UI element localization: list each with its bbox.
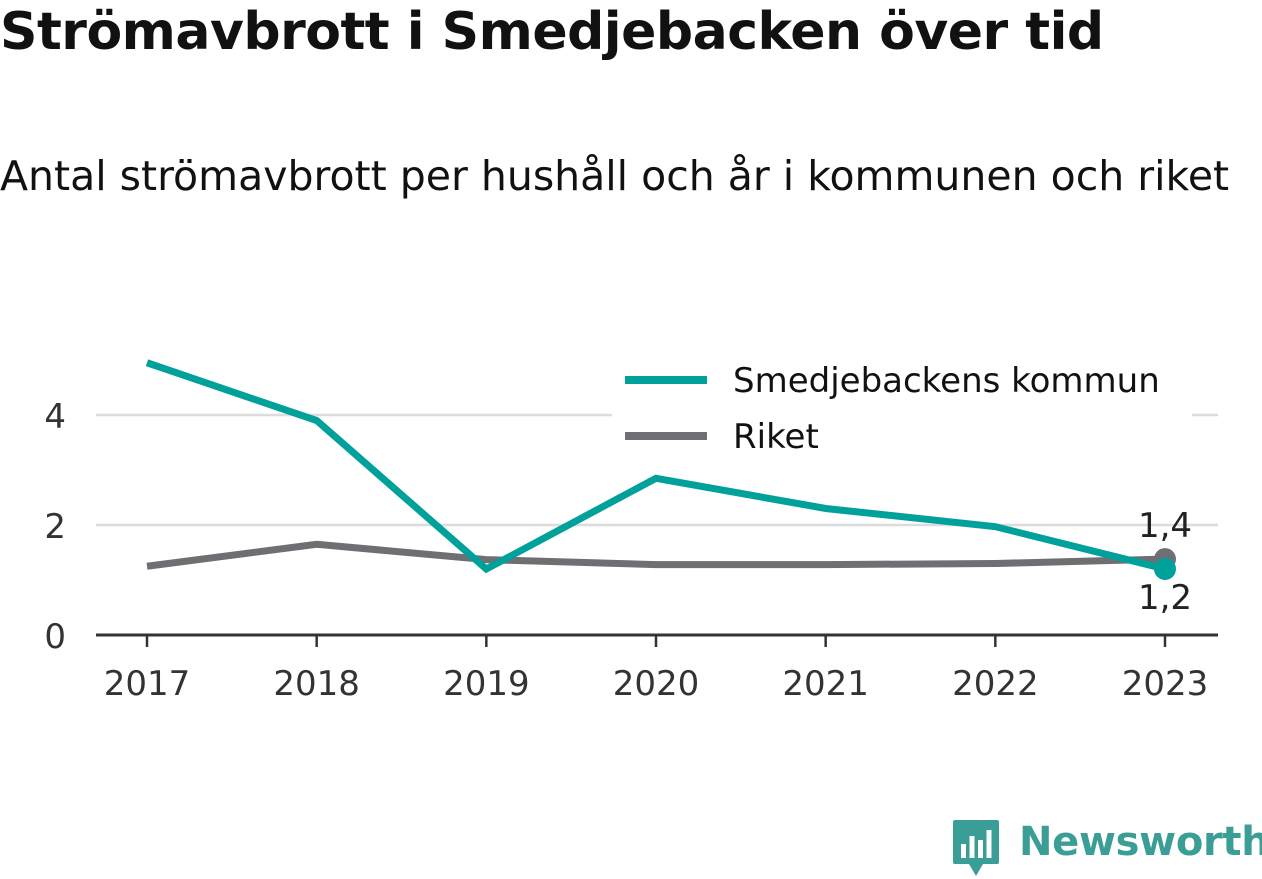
x-tick-label: 2022	[952, 664, 1039, 704]
end-value-label: 1,4	[1138, 506, 1192, 546]
y-tick-label: 4	[44, 397, 66, 437]
x-tick-label: 2017	[104, 664, 191, 704]
x-tick-label: 2021	[782, 664, 869, 704]
end-point	[1154, 558, 1176, 580]
series-line	[146, 540, 1166, 570]
y-tick-label: 0	[44, 617, 66, 657]
y-axis-ticks: 0 2 4	[44, 397, 66, 657]
x-tick-label: 2023	[1122, 664, 1209, 704]
y-tick-label: 2	[44, 507, 66, 547]
end-labels: 1,2 1,4	[1138, 506, 1192, 618]
end-value-label: 1,2	[1138, 578, 1192, 618]
x-axis: 2017 2018 2019 2020 2021 2022 2023	[96, 633, 1218, 704]
legend-label: Smedjebackens kommun	[733, 361, 1160, 401]
legend-background	[612, 348, 1192, 468]
series-lines	[145, 359, 1166, 574]
end-points	[1154, 548, 1176, 580]
x-tick-label: 2020	[613, 664, 700, 704]
series-line	[145, 359, 1166, 574]
x-tick-label: 2018	[273, 664, 360, 704]
newsworthy-logo-icon	[953, 820, 999, 876]
brand-name: Newsworthy	[1019, 819, 1262, 865]
x-tick-label: 2019	[443, 664, 530, 704]
legend: Smedjebackens kommun Riket	[612, 348, 1192, 468]
legend-label: Riket	[733, 417, 819, 457]
chart-title: Strömavbrott i Smedjebacken över tid	[0, 2, 1104, 62]
newsworthy-brand: Newsworthy	[951, 818, 1262, 878]
chart-subtitle: Antal strömavbrott per hushåll och år i …	[0, 152, 1230, 200]
